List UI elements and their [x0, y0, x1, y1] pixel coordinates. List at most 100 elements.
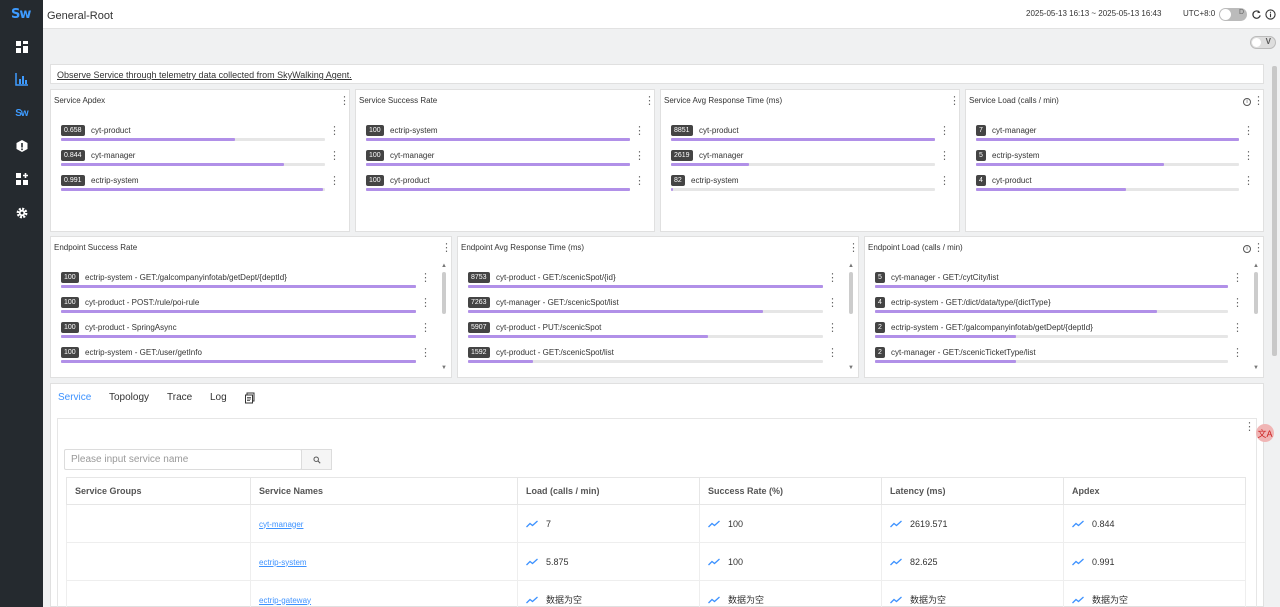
tab-service[interactable]: Service: [58, 392, 92, 403]
widget-scrollbar[interactable]: [442, 272, 446, 314]
item-menu-icon[interactable]: [1232, 349, 1243, 357]
latency-cell[interactable]: 82.625: [881, 542, 1064, 581]
list-item[interactable]: 5 cyt-manager - GET:/cytCity/list: [873, 272, 1240, 292]
item-menu-icon[interactable]: [827, 324, 838, 332]
success-cell[interactable]: 100: [699, 504, 882, 543]
list-item[interactable]: 100 cyt-product: [364, 175, 642, 195]
list-item[interactable]: 100 cyt-product - SpringAsync: [59, 322, 428, 342]
list-item[interactable]: 0.991 ectrip-system: [59, 175, 337, 195]
item-menu-icon[interactable]: [329, 152, 340, 160]
item-menu-icon[interactable]: [1232, 324, 1243, 332]
skywalking-icon[interactable]: Sw: [0, 100, 43, 126]
tab-log[interactable]: Log: [210, 392, 227, 403]
list-item[interactable]: 8753 cyt-product - GET:/scenicSpot/{id}: [466, 272, 835, 292]
scroll-down-icon[interactable]: ▼: [848, 365, 854, 371]
list-item[interactable]: 82 ectrip-system: [669, 175, 947, 195]
timezone[interactable]: UTC+8:0: [1183, 9, 1216, 18]
widget-menu-icon[interactable]: [949, 97, 959, 105]
list-item[interactable]: 0.658 cyt-product: [59, 125, 337, 145]
plugin-icon[interactable]: [0, 166, 43, 192]
item-menu-icon[interactable]: [329, 127, 340, 135]
scroll-down-icon[interactable]: ▼: [441, 365, 447, 371]
widget-scrollbar[interactable]: [1254, 272, 1258, 314]
list-item[interactable]: 100 cyt-product - POST:/rule/poi-rule: [59, 297, 428, 317]
list-item[interactable]: 7 cyt-manager: [974, 125, 1251, 145]
apdex-cell[interactable]: 0.991: [1063, 542, 1246, 581]
scroll-down-icon[interactable]: ▼: [1253, 365, 1259, 371]
search-button[interactable]: [301, 449, 332, 470]
info-icon[interactable]: i: [1243, 245, 1251, 253]
list-item[interactable]: 5 ectrip-system: [974, 150, 1251, 170]
load-cell[interactable]: 数据为空: [517, 580, 700, 607]
tab-topology[interactable]: Topology: [109, 392, 150, 403]
item-menu-icon[interactable]: [329, 177, 340, 185]
service-search-input[interactable]: [64, 449, 302, 470]
item-menu-icon[interactable]: [420, 324, 431, 332]
list-item[interactable]: 100 ectrip-system - GET:/user/getInfo: [59, 347, 428, 367]
tab-trace[interactable]: Trace: [167, 392, 193, 403]
gear-icon[interactable]: [0, 200, 43, 226]
info-icon[interactable]: i: [1243, 98, 1251, 106]
v-toggle[interactable]: V: [1250, 36, 1276, 49]
list-item[interactable]: 1592 cyt-product - GET:/scenicSpot/list: [466, 347, 835, 367]
load-cell[interactable]: 7: [517, 504, 700, 543]
service-link[interactable]: ectrip-system: [259, 557, 307, 567]
widget-menu-icon[interactable]: [644, 97, 654, 105]
latency-cell[interactable]: 2619.571: [881, 504, 1064, 543]
widget-menu-icon[interactable]: [848, 244, 858, 252]
refresh-icon[interactable]: [1250, 8, 1262, 20]
scroll-up-icon[interactable]: ▲: [441, 263, 447, 269]
list-item[interactable]: 2 ectrip-system - GET:/galcompanyinfotab/…: [873, 322, 1240, 342]
item-menu-icon[interactable]: [939, 177, 950, 185]
widget-menu-icon[interactable]: [1244, 423, 1255, 431]
item-menu-icon[interactable]: [420, 299, 431, 307]
scroll-up-icon[interactable]: ▲: [848, 263, 854, 269]
alert-icon[interactable]: [0, 133, 43, 159]
list-item[interactable]: 4 ectrip-system - GET:/dict/data/type/{di…: [873, 297, 1240, 317]
item-menu-icon[interactable]: [634, 127, 645, 135]
item-menu-icon[interactable]: [1232, 274, 1243, 282]
list-item[interactable]: 8851 cyt-product: [669, 125, 947, 145]
list-item[interactable]: 0.844 cyt-manager: [59, 150, 337, 170]
list-item[interactable]: 100 ectrip-system: [364, 125, 642, 145]
chart-icon[interactable]: [0, 66, 43, 92]
item-menu-icon[interactable]: [827, 299, 838, 307]
service-link[interactable]: cyt-manager: [259, 519, 304, 529]
item-menu-icon[interactable]: [1243, 152, 1254, 160]
apdex-cell[interactable]: 0.844: [1063, 504, 1246, 543]
theme-toggle[interactable]: D: [1219, 8, 1247, 21]
item-menu-icon[interactable]: [1232, 299, 1243, 307]
item-menu-icon[interactable]: [939, 127, 950, 135]
list-item[interactable]: 2 cyt-manager - GET:/scenicTicketType/lis…: [873, 347, 1240, 367]
scroll-up-icon[interactable]: ▲: [1253, 263, 1259, 269]
widget-menu-icon[interactable]: [1253, 244, 1263, 252]
time-range[interactable]: 2025-05-13 16:13 ~ 2025-05-13 16:43: [1026, 9, 1162, 18]
success-cell[interactable]: 数据为空: [699, 580, 882, 607]
observe-text[interactable]: Observe Service through telemetry data c…: [57, 70, 352, 80]
latency-cell[interactable]: 数据为空: [881, 580, 1064, 607]
widget-menu-icon[interactable]: [1253, 97, 1263, 105]
success-cell[interactable]: 100: [699, 542, 882, 581]
dashboard-icon[interactable]: [0, 34, 43, 60]
info-icon[interactable]: [1264, 8, 1276, 20]
list-item[interactable]: 7263 cyt-manager - GET:/scenicSpot/list: [466, 297, 835, 317]
item-menu-icon[interactable]: [827, 349, 838, 357]
item-menu-icon[interactable]: [939, 152, 950, 160]
page-scrollbar[interactable]: [1272, 66, 1277, 356]
item-menu-icon[interactable]: [634, 177, 645, 185]
list-item[interactable]: 2619 cyt-manager: [669, 150, 947, 170]
list-item[interactable]: 5907 cyt-product - PUT:/scenicSpot: [466, 322, 835, 342]
item-menu-icon[interactable]: [1243, 127, 1254, 135]
apdex-cell[interactable]: 数据为空: [1063, 580, 1246, 607]
skywalking-logo[interactable]: Sw: [11, 7, 31, 22]
load-cell[interactable]: 5.875: [517, 542, 700, 581]
list-item[interactable]: 4 cyt-product: [974, 175, 1251, 195]
widget-scrollbar[interactable]: [849, 272, 853, 314]
widget-menu-icon[interactable]: [441, 244, 451, 252]
copy-icon[interactable]: [244, 392, 256, 404]
list-item[interactable]: 100 ectrip-system - GET:/galcompanyinfota…: [59, 272, 428, 292]
item-menu-icon[interactable]: [420, 349, 431, 357]
translate-button[interactable]: 文A: [1256, 424, 1274, 442]
list-item[interactable]: 100 cyt-manager: [364, 150, 642, 170]
item-menu-icon[interactable]: [634, 152, 645, 160]
